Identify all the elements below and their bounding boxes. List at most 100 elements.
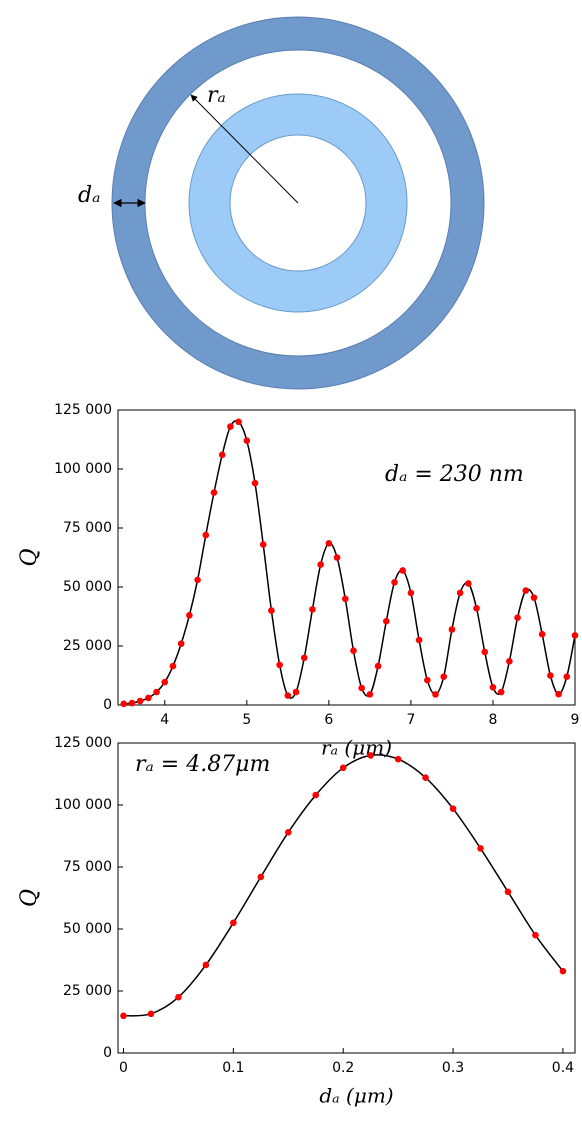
annotation: rₐ = 4.87μm [135, 752, 270, 777]
y-tick-label: 25 000 [63, 638, 112, 654]
x-tick-label: 0.1 [222, 1060, 244, 1076]
data-point [448, 626, 456, 633]
y-tick-label: 75 000 [63, 859, 112, 875]
data-point [276, 661, 283, 669]
data-point [422, 774, 429, 782]
data-point [227, 423, 234, 430]
data-point [257, 873, 265, 881]
data-point [230, 919, 237, 927]
data-point [440, 673, 448, 680]
y-axis-label: Q [17, 548, 42, 566]
data-point [284, 828, 292, 836]
data-point [145, 694, 152, 702]
data-point [432, 691, 439, 698]
data-point [292, 688, 300, 696]
data-point [312, 791, 320, 799]
data-point [300, 654, 308, 662]
data-point [202, 961, 210, 969]
data-point [147, 1010, 155, 1018]
y-tick-label: 75 000 [63, 520, 112, 536]
data-point [547, 672, 554, 679]
data-point [514, 614, 521, 621]
data-point [268, 607, 275, 614]
data-point [136, 697, 144, 705]
curve [123, 754, 564, 1017]
data-point [251, 479, 259, 487]
data-point [394, 755, 402, 763]
data-point [530, 594, 538, 601]
data-point [391, 578, 398, 586]
data-point [538, 630, 546, 638]
x-tick-label: 8 [488, 712, 497, 728]
data-point [153, 688, 160, 696]
data-point [399, 567, 407, 574]
data-point [161, 678, 169, 686]
data-point [177, 640, 185, 647]
data-point [382, 617, 390, 625]
data-point [481, 648, 489, 656]
radius-arrow [190, 94, 299, 204]
data-point [407, 589, 415, 597]
data-point [120, 1012, 127, 1020]
y-tick-label: 0 [103, 697, 112, 713]
data-point [128, 699, 136, 707]
y-tick-label: 125 000 [54, 402, 112, 418]
data-point [465, 580, 472, 587]
data-point [186, 612, 193, 619]
chart: 0 25 000 50 000 75 000 100 000 125 000 4 5 6 7 8 9 r… [17, 402, 579, 760]
x-tick-label: 6 [324, 712, 333, 728]
data-point [489, 684, 497, 691]
y-tick-label: 125 000 [54, 735, 112, 751]
data-point [175, 993, 182, 1001]
x-tick-label: 4 [160, 712, 169, 728]
x-tick-label: 0.2 [332, 1060, 354, 1076]
data-point [218, 451, 226, 459]
data-point [317, 561, 324, 568]
y-tick-label: 100 000 [54, 797, 112, 813]
data-point [358, 684, 365, 692]
y-tick-label: 50 000 [63, 579, 112, 595]
y-tick-label: 100 000 [54, 461, 112, 477]
y-tick-label: 25 000 [63, 983, 112, 999]
data-point [374, 662, 382, 670]
ring-diagram: rₐ dₐ [78, 16, 485, 390]
width-label: dₐ [78, 183, 100, 208]
data-point [194, 576, 201, 584]
data-point [339, 764, 347, 772]
data-point [555, 690, 562, 698]
data-point [563, 673, 571, 680]
data-point [477, 845, 484, 852]
x-tick-label: 5 [242, 712, 251, 728]
data-point [559, 967, 567, 975]
data-point [497, 688, 505, 696]
x-tick-label: 7 [406, 712, 415, 728]
x-tick-label: 0.3 [442, 1060, 464, 1076]
data-point [341, 595, 349, 603]
y-tick-label: 0 [103, 1045, 112, 1061]
data-point [259, 541, 267, 548]
plot-frame [117, 742, 576, 1054]
y-tick-label: 50 000 [63, 921, 112, 937]
data-point [415, 636, 423, 644]
data-point [169, 662, 177, 670]
data-point [333, 554, 341, 561]
data-point [532, 931, 539, 939]
x-tick-label: 0 [119, 1060, 128, 1076]
data-point [571, 632, 579, 639]
data-point [202, 531, 210, 539]
y-axis-label: Q [17, 889, 42, 907]
annotation: dₐ = 230 nm [385, 462, 524, 487]
data-point [243, 437, 251, 444]
data-point [350, 647, 357, 655]
data-point [504, 888, 512, 896]
x-tick-label: 9 [571, 712, 580, 728]
data-point [309, 606, 316, 613]
data-point [284, 692, 292, 699]
data-point [367, 752, 374, 759]
data-point [473, 604, 480, 612]
x-axis-label: dₐ (μm) [319, 1084, 393, 1108]
data-point [235, 418, 242, 426]
x-axis-label: rₐ (μm) [321, 736, 392, 760]
